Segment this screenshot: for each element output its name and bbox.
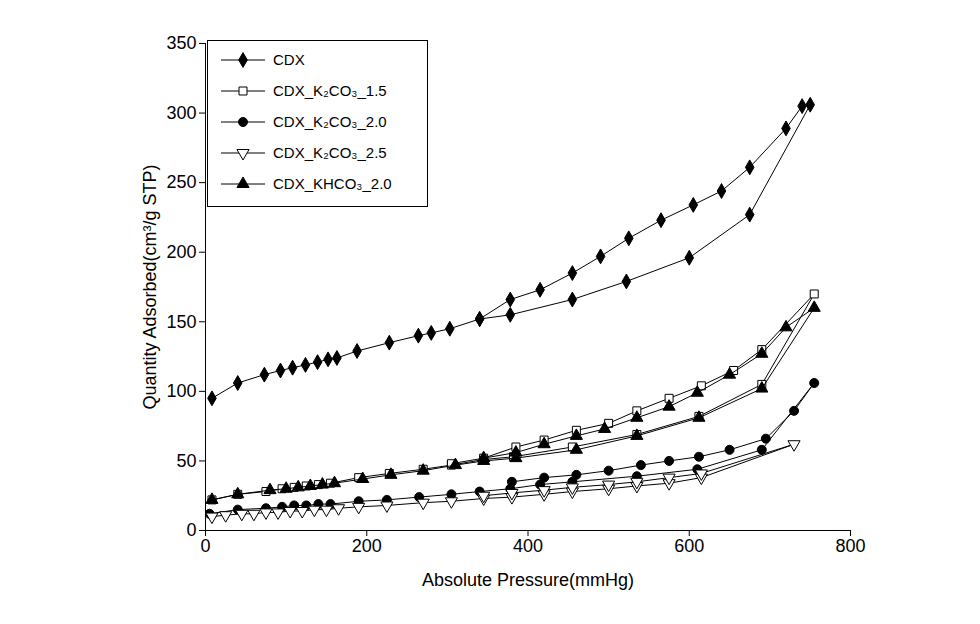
svg-text:0: 0: [200, 536, 210, 556]
svg-text:100: 100: [166, 381, 196, 401]
svg-text:CDX_K₂CO₃_1.5: CDX_K₂CO₃_1.5: [273, 82, 387, 99]
svg-text:Quantity Adsorbed(cm³/g STP): Quantity Adsorbed(cm³/g STP): [140, 164, 160, 409]
svg-text:0: 0: [186, 520, 196, 540]
svg-text:200: 200: [352, 536, 382, 556]
svg-text:400: 400: [513, 536, 543, 556]
svg-text:CDX_K₂CO₃_2.5: CDX_K₂CO₃_2.5: [273, 144, 387, 161]
svg-text:350: 350: [166, 33, 196, 53]
svg-text:250: 250: [166, 172, 196, 192]
svg-text:Absolute Pressure(mmHg): Absolute Pressure(mmHg): [422, 570, 634, 590]
svg-text:CDX_KHCO₃_2.0: CDX_KHCO₃_2.0: [273, 175, 392, 192]
svg-text:200: 200: [166, 242, 196, 262]
svg-text:150: 150: [166, 312, 196, 332]
svg-text:600: 600: [674, 536, 704, 556]
svg-text:CDX_K₂CO₃_2.0: CDX_K₂CO₃_2.0: [273, 113, 387, 130]
svg-text:CDX: CDX: [273, 51, 305, 68]
svg-text:800: 800: [835, 536, 865, 556]
svg-text:300: 300: [166, 103, 196, 123]
svg-text:50: 50: [176, 451, 196, 471]
